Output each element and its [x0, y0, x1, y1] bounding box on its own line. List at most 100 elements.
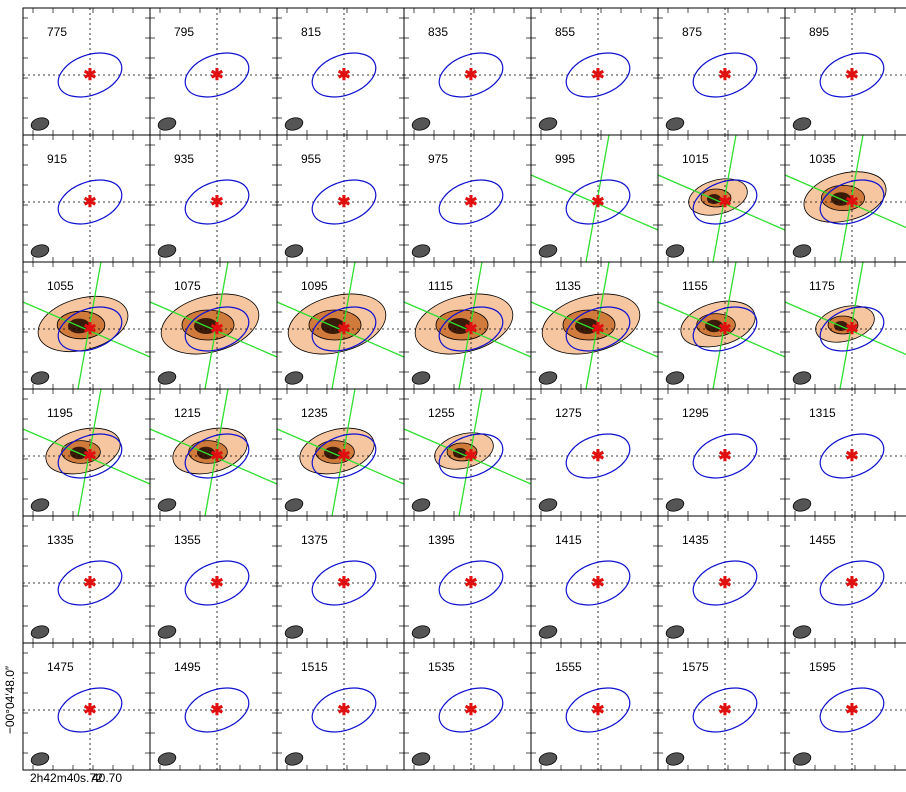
- beam: [665, 244, 685, 258]
- aperture: [184, 687, 250, 733]
- panel: ✱ 1315: [784, 388, 906, 517]
- panel: ✱ 875: [657, 7, 786, 136]
- aperture: [184, 179, 250, 225]
- panel-content: ✱: [785, 262, 906, 389]
- panel-content: ✱: [785, 135, 906, 262]
- velocity-label: 1575: [682, 660, 709, 674]
- panel-content: ✱: [531, 262, 658, 389]
- velocity-label: 1535: [428, 660, 455, 674]
- star: ✱: [337, 321, 350, 338]
- aperture: [438, 560, 504, 606]
- velocity-label: 1215: [174, 406, 201, 420]
- axis-line: [77, 389, 102, 516]
- aperture: [184, 433, 250, 479]
- panel-content: ✱: [150, 643, 277, 770]
- star: ✱: [464, 575, 477, 592]
- panel-content: ✱: [531, 8, 658, 135]
- panel: ✱ 1555: [530, 642, 659, 771]
- aperture: [565, 179, 631, 225]
- axis-line: [458, 389, 483, 516]
- axis-line: [404, 301, 531, 358]
- axis-line: [458, 262, 483, 389]
- panel-content: ✱: [531, 135, 658, 262]
- panel: ✱ 1475: [22, 642, 151, 771]
- star: ✱: [591, 194, 604, 211]
- aperture: [819, 560, 885, 606]
- axis-line: [785, 174, 906, 229]
- star: ✱: [845, 702, 858, 719]
- velocity-label: 995: [555, 152, 575, 166]
- panel-content: ✱: [658, 135, 785, 262]
- aperture: [311, 687, 377, 733]
- panel: ✱ 835: [403, 7, 532, 136]
- axis-line: [204, 389, 229, 516]
- axis-line: [585, 135, 610, 262]
- velocity-label: 815: [301, 25, 321, 39]
- panel: ✱ 1035: [784, 134, 906, 263]
- beam: [157, 244, 177, 258]
- panel-content: ✱: [785, 8, 906, 135]
- aperture: [438, 433, 504, 479]
- panel-content: ✱: [23, 389, 150, 516]
- y-axis-label: −00°04′48.0″: [3, 665, 17, 734]
- velocity-label: 1095: [301, 279, 328, 293]
- panel-content: ✱: [277, 643, 404, 770]
- panel-content: ✱: [150, 389, 277, 516]
- panel: ✱ 1395: [403, 515, 532, 644]
- beam: [665, 752, 685, 766]
- beam: [538, 498, 558, 512]
- velocity-label: 795: [174, 25, 194, 39]
- star: ✱: [845, 321, 858, 338]
- velocity-label: 1495: [174, 660, 201, 674]
- aperture: [692, 52, 758, 98]
- panel: ✱ 1515: [276, 642, 405, 771]
- aperture: [565, 52, 631, 98]
- panel: ✱ 1355: [149, 515, 278, 644]
- panel: ✱ 1195: [22, 388, 151, 517]
- panel: ✱ 1435: [657, 515, 786, 644]
- star: ✱: [718, 194, 731, 211]
- panel-content: ✱: [404, 643, 531, 770]
- velocity-label: 1315: [809, 406, 836, 420]
- axis-line: [277, 301, 404, 358]
- panel: ✱ 995: [530, 134, 659, 263]
- velocity-label: 855: [555, 25, 575, 39]
- velocity-label: 1175: [809, 279, 835, 293]
- panel-content: ✱: [277, 516, 404, 643]
- aperture: [565, 433, 631, 479]
- velocity-label: 915: [47, 152, 67, 166]
- panel: ✱ 1215: [149, 388, 278, 517]
- velocity-label: 1155: [682, 279, 708, 293]
- velocity-label: 1515: [301, 660, 328, 674]
- panel-content: ✱: [531, 389, 658, 516]
- axis-line: [531, 301, 658, 358]
- star: ✱: [718, 448, 731, 465]
- panel-content: ✱: [658, 8, 785, 135]
- panel: ✱ 1455: [784, 515, 906, 644]
- x-axis-label: 40.70: [92, 771, 122, 785]
- velocity-label: 1255: [428, 406, 455, 420]
- aperture: [692, 560, 758, 606]
- beam: [665, 371, 685, 385]
- axis-line: [331, 262, 356, 389]
- velocity-label: 895: [809, 25, 829, 39]
- axis-line: [839, 262, 864, 389]
- star: ✱: [337, 702, 350, 719]
- beam: [792, 244, 812, 258]
- beam: [792, 498, 812, 512]
- panel: ✱ 1595: [784, 642, 906, 771]
- axis-line: [839, 135, 864, 262]
- axis-line: [77, 262, 102, 389]
- aperture: [438, 306, 504, 352]
- beam: [665, 498, 685, 512]
- star: ✱: [210, 321, 223, 338]
- panel: ✱ 1415: [530, 515, 659, 644]
- velocity-label: 1395: [428, 533, 455, 547]
- aperture: [819, 433, 885, 479]
- velocity-label: 1475: [47, 660, 74, 674]
- panel-content: ✱: [23, 643, 150, 770]
- star: ✱: [464, 448, 477, 465]
- panel: ✱ 955: [276, 134, 405, 263]
- aperture: [819, 52, 885, 98]
- velocity-label: 1195: [47, 406, 73, 420]
